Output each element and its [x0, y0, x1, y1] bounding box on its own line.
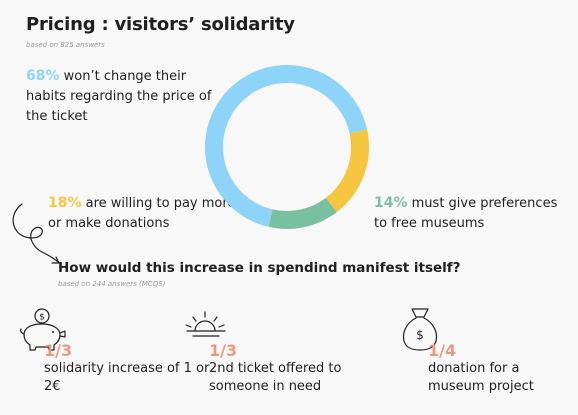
- stat-percent: 68%: [26, 68, 60, 84]
- question-subtitle: based on 244 answers (MCQS): [58, 280, 166, 288]
- item-fraction: 1/3: [44, 341, 73, 360]
- donut-slice-14: [268, 197, 337, 229]
- stat-text: are willing to pay more or make donation…: [48, 196, 236, 231]
- donut-slice-18: [325, 129, 369, 213]
- item-label: solidarity increase of 1 or 2€: [44, 361, 210, 394]
- question-title: How would this increase in spendind mani…: [58, 260, 461, 276]
- svg-text:$: $: [39, 313, 45, 323]
- spending-item: 1/3 2nd ticket offered to someone in nee…: [209, 341, 379, 396]
- piggy-bank-icon: $: [20, 308, 66, 351]
- spending-item: 1/4 donation for a museum project: [428, 341, 568, 396]
- item-label: 2nd ticket offered to someone in need: [209, 361, 342, 394]
- spending-item: 1/3 solidarity increase of 1 or 2€: [44, 341, 214, 396]
- item-fraction: 1/4: [428, 341, 457, 360]
- stat-text: won’t change their habits regarding the …: [26, 69, 212, 124]
- stat-percent: 18%: [48, 195, 82, 211]
- donut-slices: [205, 65, 369, 229]
- item-label: donation for a museum project: [428, 361, 534, 394]
- item-fraction: 1/3: [209, 341, 238, 360]
- page-subtitle: based on 825 answers: [26, 41, 105, 49]
- svg-text:$: $: [416, 328, 424, 342]
- ticket-icon: [185, 311, 226, 337]
- curly-arrow-icon: [12, 203, 60, 264]
- stat-text: must give preferences to free museums: [374, 196, 558, 231]
- page-title: Pricing : visitors’ solidarity: [26, 14, 295, 35]
- stat-18-percent: 18% are willing to pay more or make dona…: [48, 193, 238, 234]
- money-bag-icon: $: [402, 308, 438, 351]
- stat-68-percent: 68% won’t change their habits regarding …: [26, 66, 216, 127]
- donut-slice-68: [205, 65, 368, 227]
- stat-percent: 14%: [374, 195, 408, 211]
- stat-14-percent: 14% must give preferences to free museum…: [374, 193, 574, 234]
